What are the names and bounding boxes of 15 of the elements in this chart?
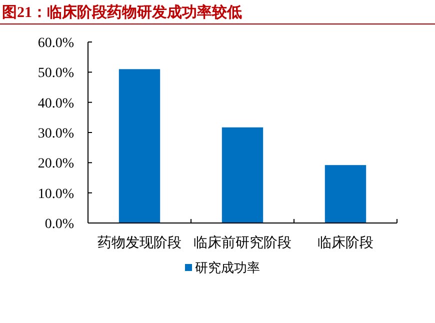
bar [118, 69, 160, 223]
y-tick-label: 60.0% [38, 36, 74, 51]
bar [324, 165, 366, 223]
x-tick-label: 临床阶段 [318, 235, 374, 251]
y-tick-label: 40.0% [38, 96, 74, 112]
y-tick-label: 10.0% [38, 186, 74, 202]
bar [222, 127, 264, 223]
y-tick-label: 20.0% [38, 156, 74, 172]
x-tick-label: 临床前研究阶段 [194, 235, 292, 251]
chart-title: 图21：临床阶段药物研发成功率较低 [2, 3, 242, 21]
y-tick-label: 0.0% [44, 217, 74, 232]
legend-label: 研究成功率 [195, 260, 260, 275]
y-tick-label: 30.0% [38, 126, 74, 142]
y-tick-label: 50.0% [38, 66, 74, 82]
x-tick-label: 药物发现阶段 [98, 235, 182, 251]
